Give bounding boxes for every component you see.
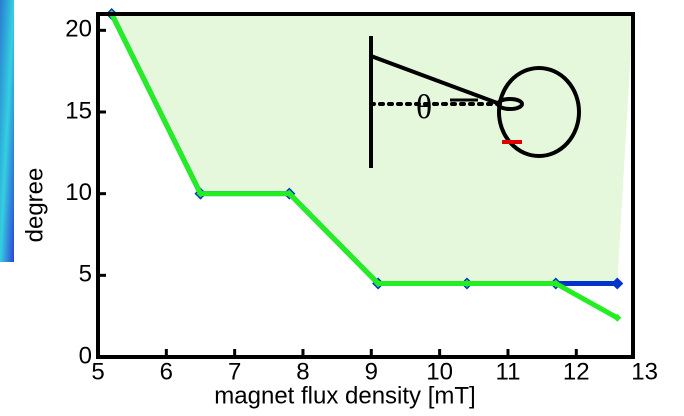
inset-diagram: [369, 36, 581, 168]
point: [611, 277, 624, 290]
plot-frame: [96, 12, 635, 359]
y-tick-label: 0: [79, 342, 92, 369]
point: [374, 279, 383, 288]
x-tick-label: 10: [426, 358, 453, 385]
y-axis-label: degree: [21, 168, 48, 243]
point: [551, 279, 560, 288]
x-tick-label: 9: [365, 358, 378, 385]
point: [613, 313, 622, 322]
x-tick-label: 12: [563, 358, 590, 385]
point: [196, 189, 205, 198]
x-tick-label: 11: [496, 358, 521, 385]
x-tick-label: 13: [631, 358, 658, 385]
shaded-region: [98, 14, 633, 284]
x-tick-label: 7: [228, 358, 241, 385]
y-tick-label: 20: [65, 16, 92, 43]
x-tick-label: 8: [296, 358, 309, 385]
y-tick-label: 15: [65, 97, 92, 124]
x-tick-label: 6: [160, 358, 173, 385]
x-axis-label: magnet flux density [mT]: [214, 382, 475, 409]
annotation: θ: [416, 89, 432, 126]
point: [462, 279, 471, 288]
side-image: [0, 0, 14, 262]
y-tick-label: 10: [65, 179, 92, 206]
x-tick-label: 5: [91, 358, 104, 385]
y-tick-label: 5: [79, 261, 92, 288]
point: [285, 189, 294, 198]
